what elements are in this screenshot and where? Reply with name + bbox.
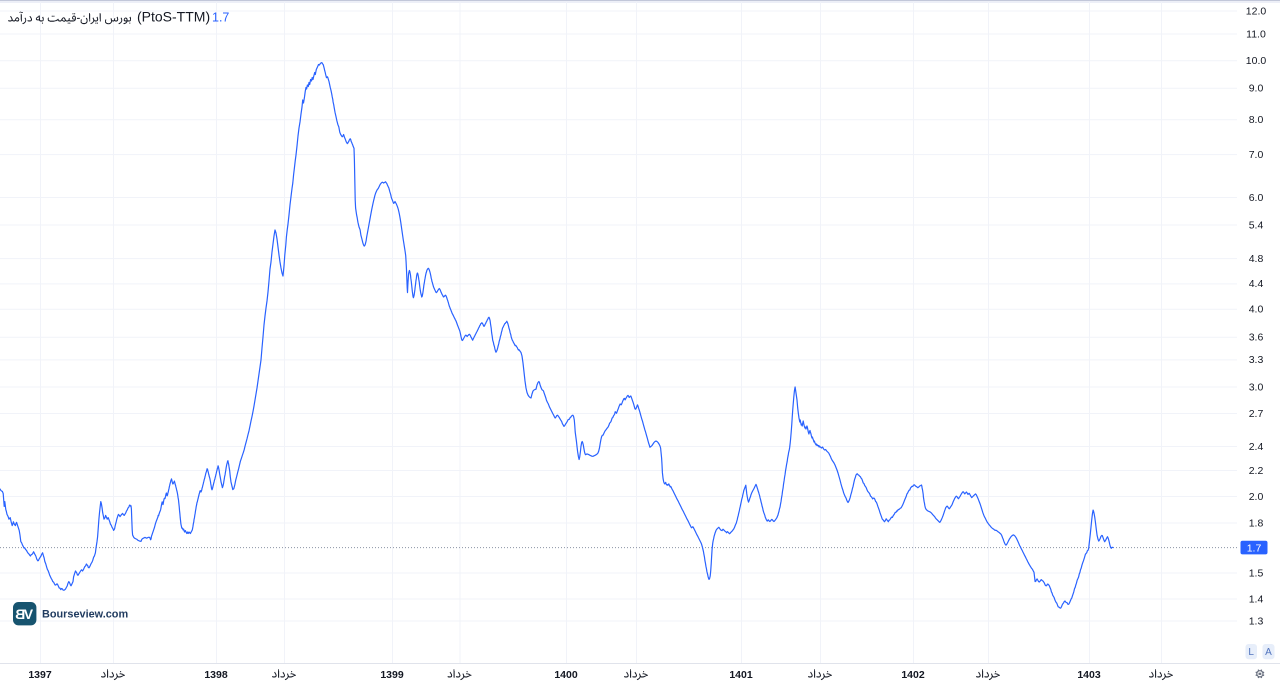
svg-text:4.4: 4.4 [1249, 278, 1264, 290]
svg-text:12.0: 12.0 [1246, 5, 1267, 17]
svg-text:11.0: 11.0 [1246, 28, 1266, 40]
svg-text:1400: 1400 [554, 669, 578, 681]
svg-text:7.0: 7.0 [1249, 149, 1264, 161]
svg-text:Bourseview.com: Bourseview.com [42, 609, 128, 621]
svg-text:3.6: 3.6 [1249, 332, 1264, 344]
svg-text:8.0: 8.0 [1249, 114, 1264, 126]
svg-text:3.0: 3.0 [1249, 381, 1264, 393]
svg-text:1398: 1398 [204, 669, 228, 681]
svg-text:1.4: 1.4 [1249, 593, 1264, 605]
svg-text:6.0: 6.0 [1249, 192, 1264, 204]
svg-text:2.7: 2.7 [1249, 408, 1264, 420]
svg-text:3.3: 3.3 [1249, 354, 1264, 366]
svg-text:1.5: 1.5 [1249, 567, 1264, 579]
svg-text:4.8: 4.8 [1249, 253, 1264, 265]
svg-text:1403: 1403 [1077, 669, 1101, 681]
svg-text:1.7: 1.7 [212, 11, 229, 25]
svg-text:V: V [24, 606, 34, 622]
svg-text:9.0: 9.0 [1249, 83, 1264, 95]
svg-text:1.8: 1.8 [1249, 517, 1264, 529]
svg-text:L: L [1248, 647, 1254, 658]
svg-text:B: B [15, 606, 25, 622]
svg-text:5.4: 5.4 [1249, 219, 1264, 231]
svg-text:1.7: 1.7 [1247, 543, 1262, 555]
svg-text:10.0: 10.0 [1246, 55, 1267, 67]
svg-text:1399: 1399 [380, 669, 404, 681]
svg-text:2.0: 2.0 [1249, 491, 1264, 503]
svg-text:A: A [1265, 647, 1272, 658]
svg-text:1397: 1397 [28, 669, 52, 681]
svg-text:2.4: 2.4 [1249, 441, 1264, 453]
svg-text:1401: 1401 [729, 669, 753, 681]
svg-text:1.3: 1.3 [1249, 615, 1264, 627]
svg-text:2.2: 2.2 [1249, 465, 1264, 477]
svg-text:4.0: 4.0 [1249, 304, 1264, 316]
svg-text:1402: 1402 [901, 669, 925, 681]
svg-text:(PtoS-TTM): (PtoS-TTM) [137, 9, 210, 25]
